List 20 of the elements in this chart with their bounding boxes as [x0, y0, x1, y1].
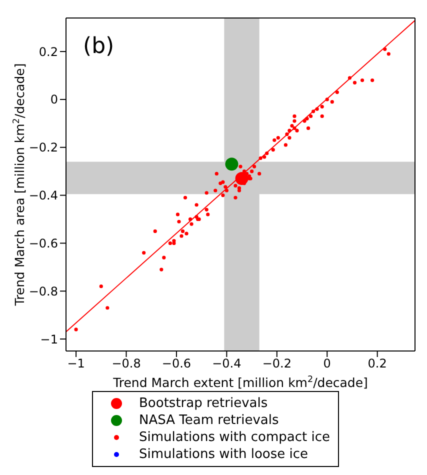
y-tick-label: −0.2: [28, 140, 58, 155]
y-tick-label: 0: [50, 92, 58, 107]
legend-label: Bootstrap retrievals: [139, 396, 268, 411]
y-tick-label: −0.6: [28, 236, 58, 250]
x-tick-label: −1: [67, 356, 85, 371]
x-tick-label: 0: [323, 356, 331, 371]
x-tick-label: 0.2: [368, 356, 387, 371]
legend-label: Simulations with loose ice: [139, 447, 308, 462]
y-tick-label: −0.4: [28, 188, 58, 203]
x-tick-label: −0.4: [212, 356, 242, 371]
x-axis-title: Trend March extent [million km$^{2}$/decade]: [112, 375, 368, 390]
x-tick-label: −0.2: [262, 356, 292, 371]
y-tick-label: −1: [40, 332, 58, 346]
annotation: (b): [83, 34, 114, 59]
legend-label: NASA Team retrievals: [139, 413, 279, 428]
x-tick-label: −0.8: [112, 356, 141, 371]
y-tick-label: 0.2: [38, 44, 58, 59]
x-tick-label: −0.6: [162, 356, 192, 371]
y-tick-label: −0.8: [28, 284, 58, 298]
legend-label: Simulations with compact ice: [139, 430, 330, 445]
